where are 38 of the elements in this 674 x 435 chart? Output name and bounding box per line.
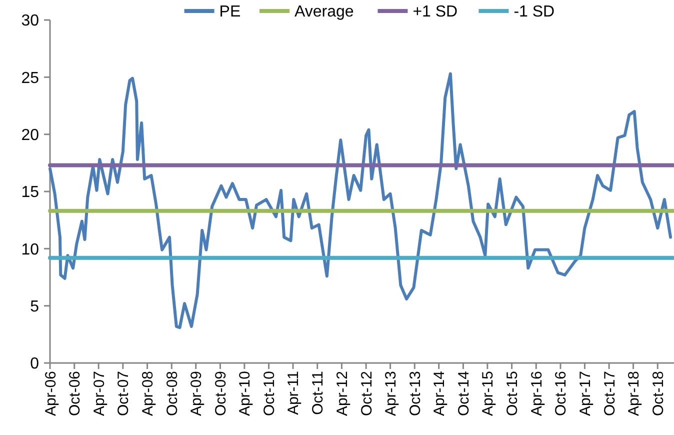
x-tick-label: Apr-18 — [626, 371, 643, 416]
x-tick-label: Oct-11 — [310, 371, 327, 415]
y-tick-label: 0 — [30, 356, 40, 373]
legend-label: -1 SD — [514, 4, 555, 21]
x-tick-label: Oct-14 — [455, 371, 472, 416]
x-tick-label: Apr-08 — [140, 371, 157, 416]
legend-label: +1 SD — [412, 4, 458, 21]
legend-label: PE — [219, 4, 241, 21]
x-tick-label: Oct-12 — [358, 371, 376, 416]
legend-label: Average — [294, 4, 354, 21]
x-tick-label: Apr-15 — [480, 371, 497, 416]
x-tick-label: Apr-14 — [431, 371, 448, 416]
x-tick-label: Oct-07 — [115, 371, 132, 416]
y-tick-label: 10 — [21, 241, 40, 258]
x-tick-label: Oct-09 — [212, 371, 230, 416]
x-tick-label: Apr-17 — [576, 371, 594, 416]
x-tick-label: Oct-18 — [650, 371, 667, 416]
x-tick-label: Oct-06 — [66, 371, 84, 416]
x-tick-label: Apr-12 — [334, 371, 351, 416]
x-tick-label: Oct-10 — [261, 371, 278, 416]
line-series — [48, 72, 672, 330]
x-tick-label: Oct-17 — [601, 371, 618, 416]
y-tick-label: 25 — [21, 70, 40, 87]
x-tick-label: Apr-10 — [236, 371, 254, 416]
x-tick-label: Apr-06 — [42, 371, 60, 416]
y-tick-label: 15 — [21, 184, 40, 202]
x-tick-label: Oct-16 — [552, 371, 570, 416]
x-tick-label: Oct-08 — [164, 371, 181, 416]
x-tick-label: Oct-15 — [504, 371, 522, 416]
x-tick-label: Oct-13 — [406, 371, 424, 416]
x-tick-label: Apr-09 — [188, 371, 206, 416]
x-tick-label: Apr-07 — [90, 371, 108, 416]
y-tick-label: 30 — [21, 12, 40, 30]
x-tick-label: Apr-11 — [285, 371, 302, 415]
y-tick-label: 5 — [30, 298, 40, 316]
x-tick-label: Apr-13 — [382, 371, 400, 416]
x-tick-label: Apr-16 — [528, 371, 546, 416]
y-tick-label: 20 — [21, 126, 40, 144]
